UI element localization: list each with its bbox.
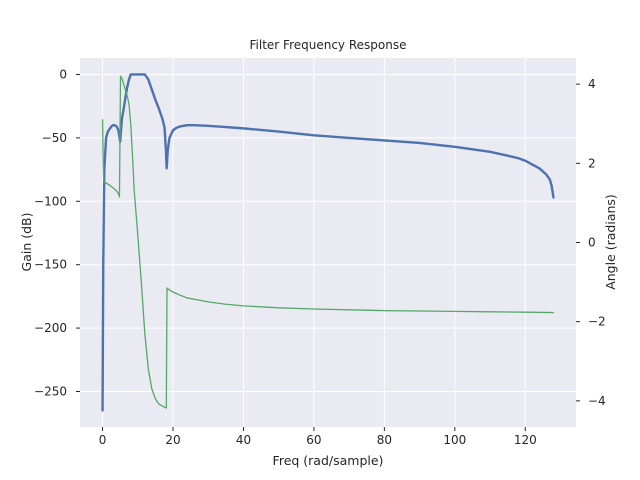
series-layer [101,73,555,412]
y-tick-label: −150 [34,258,67,272]
y-axis-label: Gain (dB) [19,213,34,272]
y-tick-label: 0 [59,67,67,81]
x-tick-label: 0 [99,433,107,447]
gain-line [101,73,555,412]
x-tick-label: 20 [165,433,180,447]
y2-tick-label: 2 [588,156,596,170]
y2-tick-label: −4 [588,394,606,408]
x-tick-label: 120 [514,433,537,447]
plot-background [80,58,576,427]
x-tick-label: 100 [443,433,466,447]
y2-axis-label: Angle (radians) [603,194,618,290]
y-tick-label: −100 [34,194,67,208]
y-tick-label: −250 [34,384,67,398]
phase-angle-line [101,75,555,409]
y2-tick-label: 0 [588,236,596,250]
y-tick-label: −50 [42,131,67,145]
x-axis-label: Freq (rad/sample) [273,453,384,468]
y-tick-label: −200 [34,321,67,335]
x-tick-label: 80 [377,433,392,447]
chart-title: Filter Frequency Response [250,38,407,52]
ticks: 0 20 40 60 80 100 1200−50−100−150−200−250420−2… [34,67,606,447]
y2-tick-label: −2 [588,315,606,329]
x-tick-label: 60 [306,433,321,447]
grid [80,58,576,427]
y2-tick-label: 4 [588,77,596,91]
x-tick-label: 40 [236,433,251,447]
